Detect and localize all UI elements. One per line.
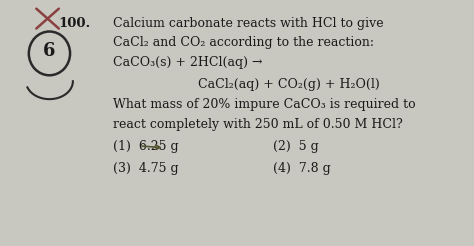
Text: CaCl₂(aq) + CO₂(g) + H₂O(l): CaCl₂(aq) + CO₂(g) + H₂O(l) (198, 78, 379, 91)
Text: react completely with 250 mL of 0.50 M HCl?: react completely with 250 mL of 0.50 M H… (113, 118, 403, 131)
Text: (4)  7.8 g: (4) 7.8 g (273, 162, 330, 175)
Text: (2)  5 g: (2) 5 g (273, 140, 319, 153)
Text: What mass of 20% impure CaCO₃ is required to: What mass of 20% impure CaCO₃ is require… (113, 98, 416, 111)
Text: CaCl₂ and CO₂ according to the reaction:: CaCl₂ and CO₂ according to the reaction: (113, 36, 374, 49)
Text: CaCO₃(s) + 2HCl(aq) →: CaCO₃(s) + 2HCl(aq) → (113, 56, 263, 69)
Text: (1)  6.25 g: (1) 6.25 g (113, 140, 179, 153)
Text: 6: 6 (43, 42, 55, 61)
Text: (3)  4.75 g: (3) 4.75 g (113, 162, 179, 175)
Text: 100.: 100. (59, 16, 91, 30)
Text: Calcium carbonate reacts with HCl to give: Calcium carbonate reacts with HCl to giv… (113, 16, 384, 30)
